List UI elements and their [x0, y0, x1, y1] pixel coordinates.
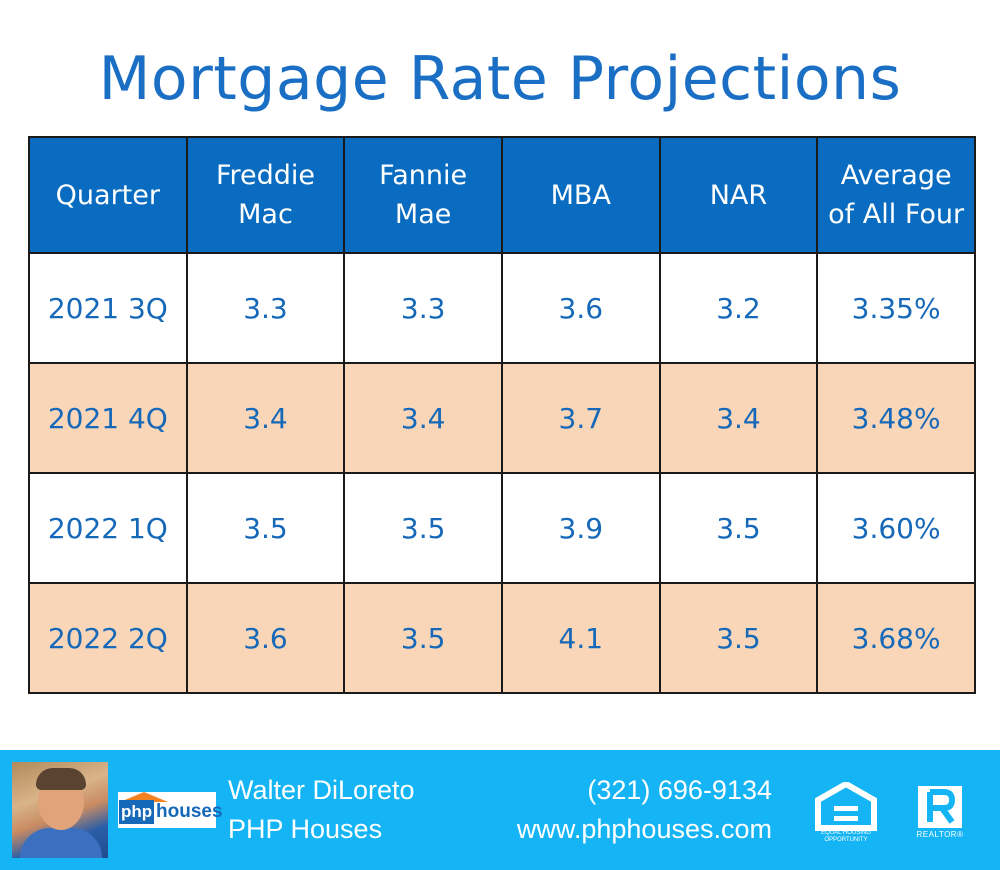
page-title: Mortgage Rate Projections: [98, 44, 902, 114]
php-houses-logo: php houses: [118, 792, 223, 828]
agent-name: Walter DiLoreto: [228, 775, 415, 805]
rates-table: Quarter Freddie Mac Fannie Mae MBA NAR Ave…: [28, 136, 976, 694]
company-name: PHP Houses: [228, 814, 383, 844]
eho-caption-line: EQUAL HOUSING: [821, 830, 871, 836]
cell-quarter: 2021 4Q: [28, 362, 188, 474]
footer-banner: php houses Walter DiLoreto PHP Houses (3…: [0, 750, 1000, 870]
cell-fannie-mae: 3.5: [343, 472, 503, 584]
photo-hair: [36, 768, 86, 790]
header-average: Average of All Four: [816, 136, 976, 254]
cell-quarter: 2022 2Q: [28, 582, 188, 694]
header-line: Average: [840, 160, 952, 191]
cell-quarter: 2022 1Q: [28, 472, 188, 584]
cell-nar: 3.4: [658, 362, 819, 474]
cell-freddie-mac: 3.3: [185, 252, 346, 364]
cell-average: 3.35%: [816, 252, 976, 364]
cell-quarter: 2021 3Q: [28, 252, 188, 364]
cell-nar: 3.5: [658, 472, 819, 584]
cell-fannie-mae: 3.3: [343, 252, 503, 364]
header-nar: NAR: [658, 136, 819, 254]
cell-freddie-mac: 3.6: [185, 582, 346, 694]
website-link[interactable]: www.phphouses.com: [516, 814, 772, 844]
table-header-row: Quarter Freddie Mac Fannie Mae MBA NAR Ave…: [28, 136, 976, 254]
header-line: NAR: [709, 179, 768, 211]
header-line: of All Four: [828, 199, 965, 230]
phone-number[interactable]: (321) 696-9134: [587, 775, 772, 805]
cell-mba: 3.9: [500, 472, 661, 584]
cell-average: 3.60%: [816, 472, 976, 584]
cell-average: 3.48%: [816, 362, 976, 474]
header-line: Fannie: [379, 160, 468, 191]
header-line: Quarter: [55, 179, 160, 211]
logo-roof-icon: [120, 792, 168, 802]
header-line: Freddie: [215, 160, 316, 191]
table-row: 2022 1Q 3.5 3.5 3.9 3.5 3.60%: [28, 472, 976, 584]
header-line: Mac: [238, 199, 293, 230]
realtor-caption: REALTOR®: [916, 830, 964, 839]
realtor-icon: [918, 786, 962, 828]
table-row: 2022 2Q 3.6 3.5 4.1 3.5 3.68%: [28, 582, 976, 694]
cell-mba: 3.6: [500, 252, 661, 364]
table-row: 2021 3Q 3.3 3.3 3.6 3.2 3.35%: [28, 252, 976, 364]
cell-nar: 3.2: [658, 252, 819, 364]
cell-average: 3.68%: [816, 582, 976, 694]
cell-freddie-mac: 3.5: [185, 472, 346, 584]
photo-shirt: [20, 828, 102, 858]
header-quarter: Quarter: [28, 136, 188, 254]
cell-fannie-mae: 3.4: [343, 362, 503, 474]
table-row: 2021 4Q 3.4 3.4 3.7 3.4 3.48%: [28, 362, 976, 474]
cell-nar: 3.5: [658, 582, 819, 694]
cell-mba: 4.1: [500, 582, 661, 694]
equal-housing-caption: EQUAL HOUSING OPPORTUNITY: [809, 830, 883, 844]
header-mba: MBA: [500, 136, 661, 254]
equal-housing-icon: [815, 782, 877, 831]
eho-caption-line: OPPORTUNITY: [824, 837, 868, 843]
logo-php-text: php: [119, 800, 155, 824]
cell-mba: 3.7: [500, 362, 661, 474]
cell-fannie-mae: 3.5: [343, 582, 503, 694]
agent-photo: [12, 762, 108, 858]
header-line: MBA: [550, 179, 611, 211]
header-line: Mae: [394, 199, 452, 230]
header-freddie-mac: Freddie Mac: [185, 136, 346, 254]
header-fannie-mae: Fannie Mae: [343, 136, 503, 254]
logo-houses-text: houses: [156, 801, 223, 822]
cell-freddie-mac: 3.4: [185, 362, 346, 474]
